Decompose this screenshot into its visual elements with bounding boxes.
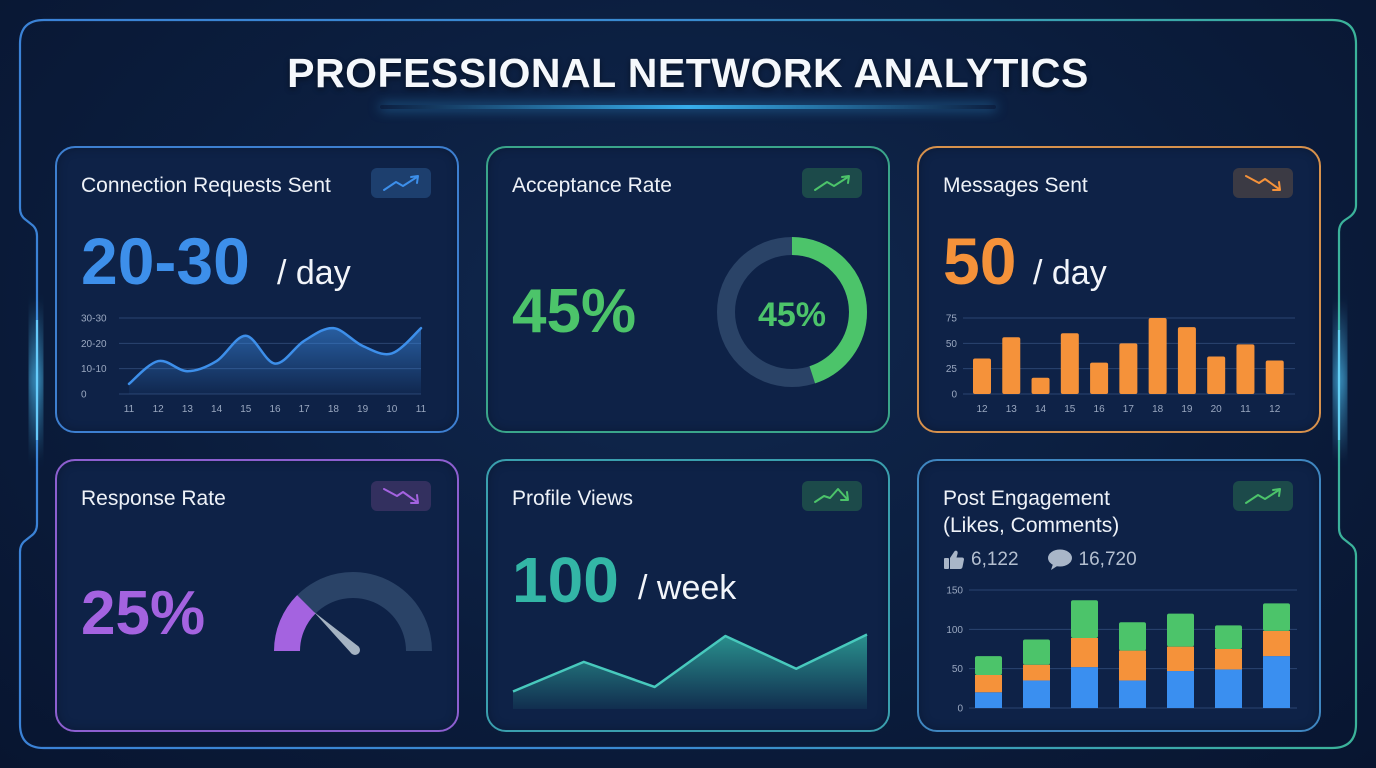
svg-text:16: 16: [269, 404, 281, 415]
engagement-stats: 6,122 16,720: [943, 549, 1165, 571]
svg-text:17: 17: [299, 404, 311, 415]
metric-unit: / day: [1033, 254, 1107, 292]
svg-text:18: 18: [328, 404, 340, 415]
trend-up-icon: [383, 175, 419, 191]
svg-text:11: 11: [1240, 404, 1251, 415]
svg-text:50: 50: [952, 664, 964, 675]
trend-down-icon: [1245, 175, 1281, 191]
connection-requests-area-chart: 0 10-10 20-20 30-30 11 12 13 14 15 16 17 18 19 10 11: [81, 314, 427, 416]
metric-value: 45%: [512, 277, 637, 346]
trend-badge[interactable]: [802, 168, 862, 198]
svg-text:16: 16: [1094, 404, 1106, 415]
trend-badge[interactable]: [371, 168, 431, 198]
svg-text:25: 25: [946, 364, 958, 375]
svg-text:14: 14: [211, 404, 223, 415]
svg-text:20-20: 20-20: [81, 339, 107, 350]
svg-text:11: 11: [124, 404, 135, 415]
svg-text:11: 11: [416, 404, 427, 415]
trend-badge[interactable]: [1233, 481, 1293, 511]
svg-text:19: 19: [1181, 404, 1193, 415]
metric-value: 50: [943, 224, 1017, 298]
trend-badge[interactable]: [371, 481, 431, 511]
svg-text:19: 19: [357, 404, 369, 415]
profile-views-area-chart: [512, 633, 868, 709]
svg-text:0: 0: [81, 390, 87, 401]
metric-unit: / week: [638, 569, 737, 607]
page-title: PROFESSIONAL NETWORK ANALYTICS: [287, 50, 1089, 96]
card-post-engagement[interactable]: Post Engagement (Likes, Comments) 6,122 …: [917, 459, 1321, 732]
metric-value: 25%: [81, 579, 206, 648]
card-messages-sent[interactable]: Messages Sent 50 / day 0 25 50 75 12 13 14 15 16…: [917, 146, 1321, 433]
svg-text:10: 10: [386, 404, 398, 415]
svg-text:75: 75: [946, 314, 958, 325]
svg-text:150: 150: [946, 586, 963, 597]
card-title: Response Rate: [81, 487, 226, 510]
response-gauge-chart: [274, 572, 432, 655]
svg-text:0: 0: [957, 704, 963, 715]
svg-text:100: 100: [946, 625, 963, 636]
svg-text:10-10: 10-10: [81, 364, 107, 375]
svg-text:15: 15: [1064, 404, 1076, 415]
svg-text:13: 13: [1006, 404, 1018, 415]
svg-text:18: 18: [1152, 404, 1164, 415]
card-response-rate[interactable]: Response Rate 25%: [55, 459, 459, 732]
svg-text:12: 12: [976, 404, 988, 415]
trend-up-then-down-icon: [814, 488, 849, 503]
card-title: Post Engagement (Likes, Comments): [943, 485, 1119, 539]
likes-count: 6,122: [971, 549, 1019, 570]
engagement-stacked-bar-chart: 0 50 100 150: [946, 586, 1297, 715]
metric-unit: / day: [277, 254, 351, 292]
messages-bar-chart: 0 25 50 75 12 13 14 15 16 17 18 19 20 11 12: [946, 314, 1295, 415]
card-title: Profile Views: [512, 487, 633, 510]
trend-down-icon: [383, 488, 419, 504]
acceptance-donut-chart: [717, 237, 867, 387]
svg-text:12: 12: [153, 404, 165, 415]
svg-text:14: 14: [1035, 404, 1047, 415]
donut-center-label: 45%: [757, 296, 827, 334]
trend-badge[interactable]: [802, 481, 862, 511]
card-title: Acceptance Rate: [512, 174, 672, 197]
metric-value: 20-30: [81, 224, 250, 298]
svg-text:13: 13: [182, 404, 194, 415]
svg-text:20: 20: [1211, 404, 1223, 415]
card-acceptance-rate[interactable]: Acceptance Rate 45% 45%: [486, 146, 890, 433]
svg-text:17: 17: [1123, 404, 1135, 415]
comments-count: 16,720: [1078, 549, 1137, 570]
card-title-line2: (Likes, Comments): [943, 514, 1120, 537]
card-title: Connection Requests Sent: [81, 174, 331, 197]
svg-text:50: 50: [946, 339, 958, 350]
title-underline-glow: [380, 105, 996, 109]
trend-up-icon: [1245, 488, 1281, 504]
card-profile-views[interactable]: Profile Views 100 / week: [486, 459, 890, 732]
metric-value: 100: [512, 544, 619, 616]
thumbs-up-icon: [943, 550, 965, 570]
svg-text:15: 15: [240, 404, 252, 415]
card-title-line1: Post Engagement: [943, 487, 1110, 510]
card-title: Messages Sent: [943, 174, 1088, 197]
svg-text:30-30: 30-30: [81, 314, 107, 325]
card-connection-requests[interactable]: Connection Requests Sent 20-30 / day 0 10…: [55, 146, 459, 433]
trend-badge[interactable]: [1233, 168, 1293, 198]
svg-text:0: 0: [951, 390, 957, 401]
svg-text:12: 12: [1269, 404, 1281, 415]
trend-up-icon: [814, 175, 850, 191]
comment-bubble-icon: [1047, 549, 1073, 571]
